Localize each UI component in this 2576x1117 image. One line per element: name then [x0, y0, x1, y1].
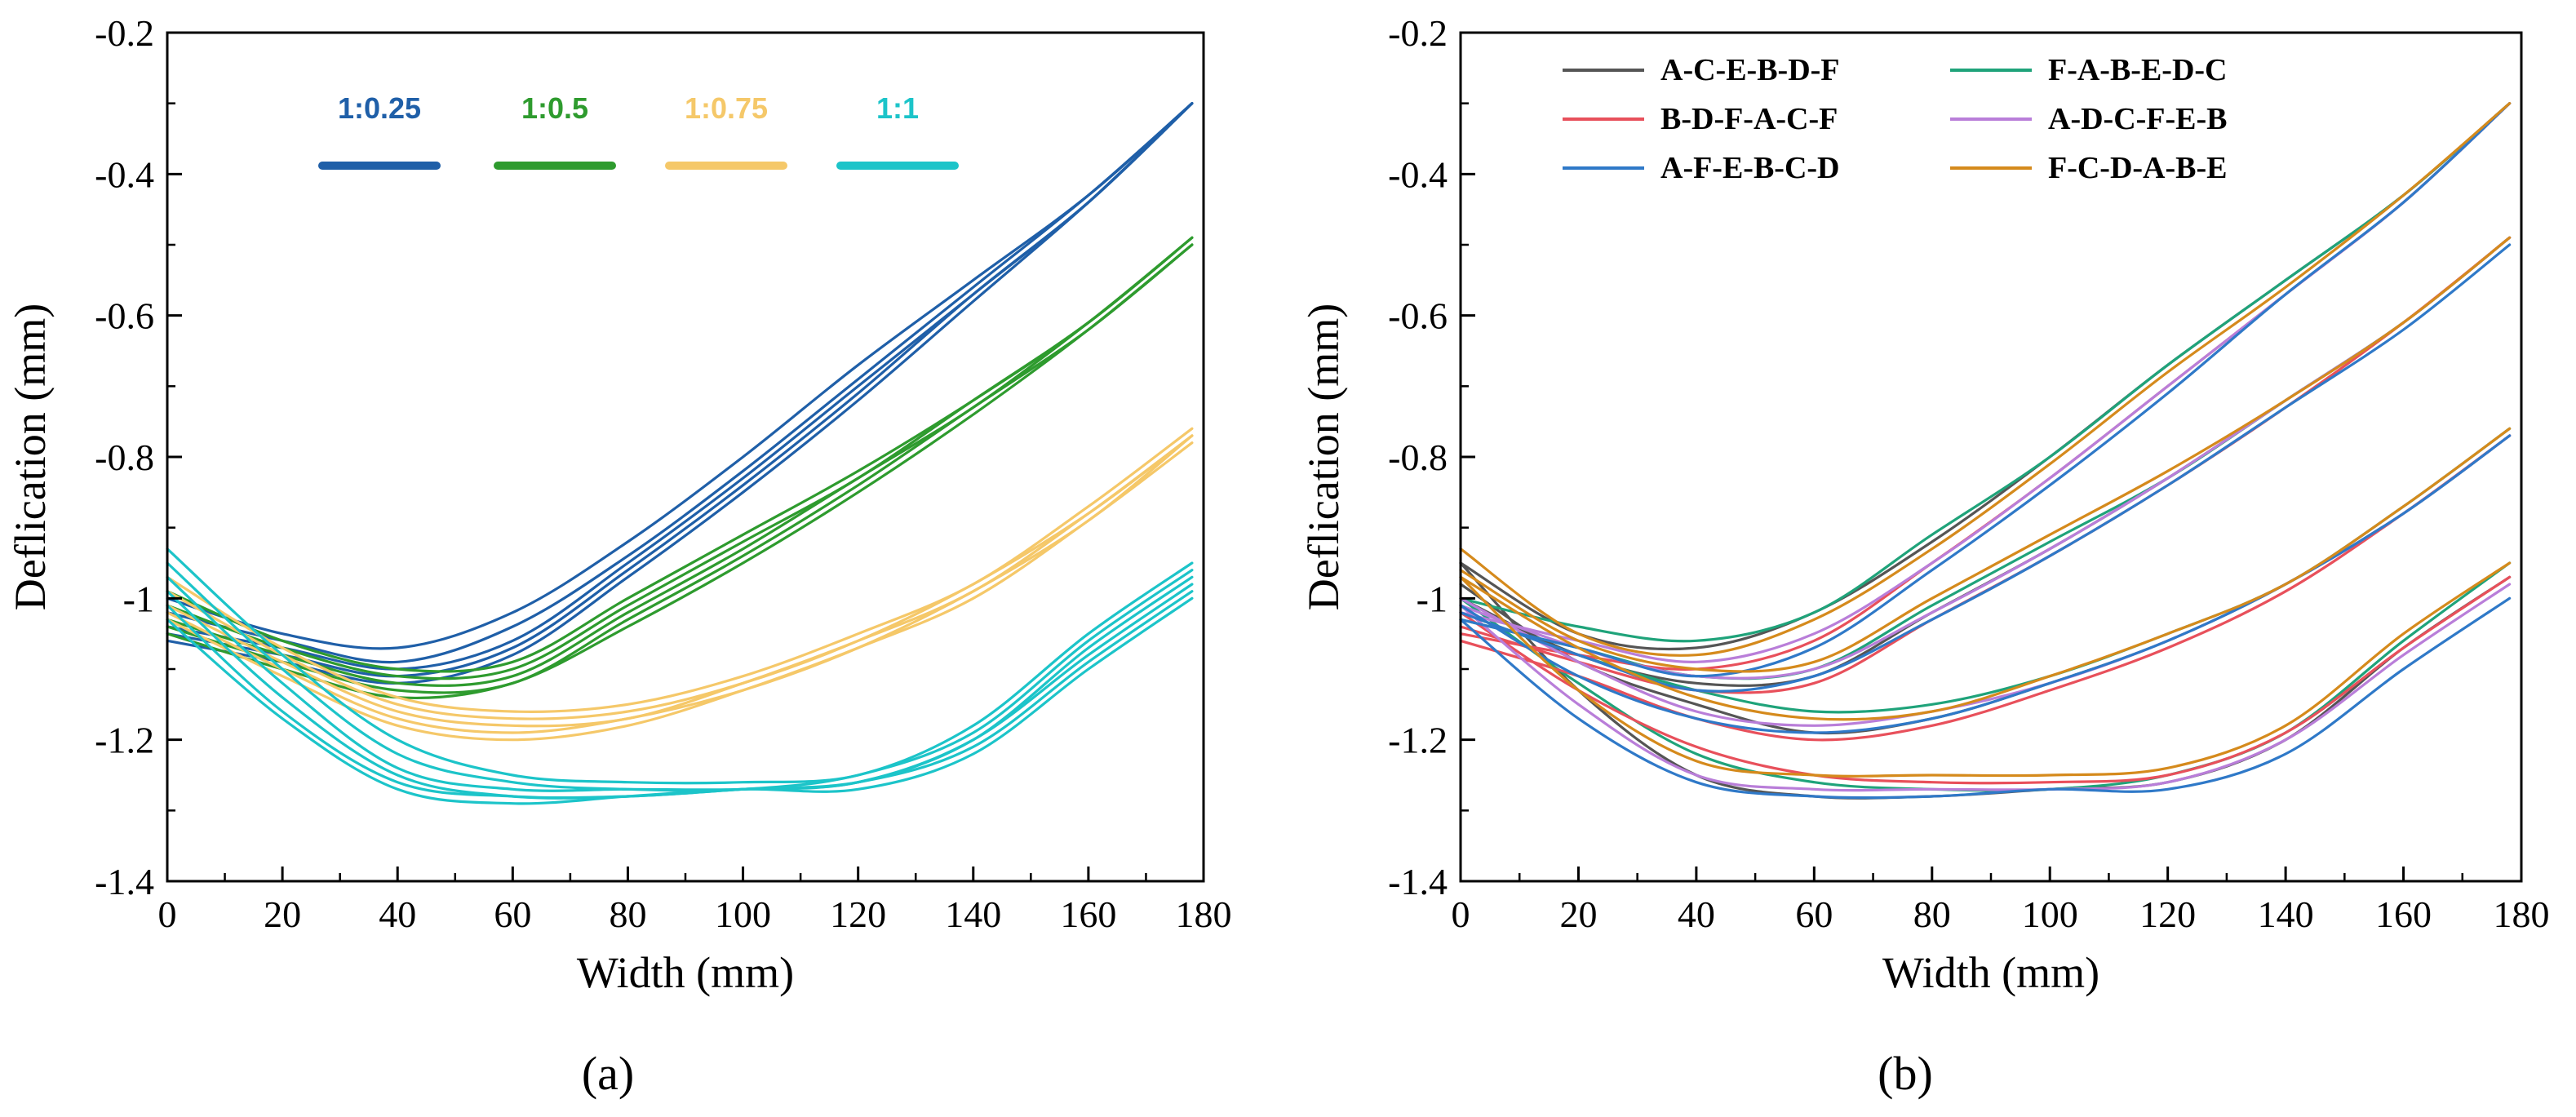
- chart-b-y-tick-label: -0.6: [1388, 295, 1448, 337]
- chart-a-curve-1:1-1: [166, 547, 1194, 785]
- chart-b-legend-label: F-C-D-A-B-E: [2048, 151, 2228, 185]
- chart-b-x-tick-label: 80: [1913, 893, 1951, 935]
- chart-a-series-1:0.5: [166, 236, 1194, 700]
- chart-a-x-tick-label: 120: [830, 893, 886, 935]
- chart-a-series-1:0.25: [166, 102, 1194, 685]
- chart-b-curve-F-C-D-A-B-E-4: [1459, 561, 2512, 778]
- panel-a-chart: 0 20 40 60 80 100 120 140 160 180 -1.4 -1.2 -1 -0.8 -0…: [6, 12, 1232, 997]
- chart-a-curve-1:0.75-5: [166, 441, 1194, 742]
- chart-a-curve-1:0.5-5: [166, 243, 1194, 700]
- chart-a-legend-label: 1:0.5: [521, 91, 588, 125]
- chart-b-legend-label: F-A-B-E-D-C: [2048, 53, 2228, 87]
- chart-a-y-tick-label: -1.4: [95, 861, 154, 902]
- chart-b-curve-F-C-D-A-B-E-1: [1459, 102, 2512, 657]
- chart-a-x-tick-label: 40: [379, 893, 416, 935]
- chart-b-legend-label: A-F-E-B-C-D: [1660, 151, 1840, 185]
- chart-b-x-tick-label: 100: [2022, 893, 2078, 935]
- chart-a-curve-1:0.25-4: [166, 102, 1194, 678]
- chart-a-y-tick-label: -0.8: [95, 437, 154, 478]
- chart-a-curve-1:0.25-5: [166, 102, 1194, 685]
- chart-b-curve-A-F-E-B-C-D-4: [1459, 596, 2512, 800]
- chart-a-curve-1:0.75-3: [166, 434, 1194, 728]
- chart-b-curve-A-F-E-B-C-D-1: [1459, 102, 2512, 678]
- chart-b-legend-label: A-D-C-F-E-B: [2048, 102, 2228, 136]
- chart-b-x-tick-label: 160: [2375, 893, 2432, 935]
- chart-a-series-1:0.75: [166, 427, 1194, 742]
- chart-a-legend-label: 1:0.25: [338, 91, 421, 125]
- chart-a-curve-1:0.75-2: [166, 434, 1194, 720]
- chart-a-y-tick-label: -0.6: [95, 295, 154, 337]
- chart-a-curve-1:1-6: [166, 596, 1194, 805]
- chart-b-legend-label: A-C-E-B-D-F: [1660, 53, 1840, 87]
- chart-b-x-tick-label: 140: [2258, 893, 2314, 935]
- chart-a-y-axis-title: Deflication (mm): [6, 304, 55, 610]
- chart-b-series-group: [1459, 102, 2512, 800]
- chart-b-curve-F-C-D-A-B-E-3: [1459, 427, 2512, 721]
- chart-a-curve-1:0.25-1: [166, 102, 1194, 650]
- panel-b-chart: 0 20 40 60 80 100 120 140 160 180 -1.4 -1.2 -1 -0.8 -0…: [1299, 12, 2550, 997]
- chart-a-legend: 1:0.25 1:0.5 1:0.75 1:1: [318, 91, 959, 170]
- chart-b-curve-F-C-D-A-B-E-2: [1459, 236, 2512, 673]
- chart-a-curve-1:0.5-3: [166, 236, 1194, 687]
- chart-b-legend-label: B-D-F-A-C-F: [1660, 102, 1838, 136]
- chart-b-y-tick-label: -1: [1417, 578, 1448, 619]
- chart-a-curve-1:0.5-2: [166, 236, 1194, 680]
- chart-a-x-tick-label: 180: [1176, 893, 1232, 935]
- chart-a-legend-label: 1:1: [876, 91, 919, 125]
- chart-a-y-tick-label: -0.4: [95, 153, 154, 195]
- chart-a-curve-1:1-3: [166, 575, 1194, 792]
- chart-b-curve-F-A-B-E-D-C-1: [1459, 102, 2512, 643]
- chart-a-x-tick-label: 60: [494, 893, 531, 935]
- chart-a-y-tick-label: -1: [123, 578, 154, 619]
- chart-b-series-F-C-D-A-B-E: [1459, 102, 2512, 778]
- chart-a-x-tick-label: 20: [264, 893, 301, 935]
- chart-b-x-tick-label: 20: [1559, 893, 1597, 935]
- chart-a-curve-1:0.25-2: [166, 102, 1194, 664]
- chart-a-x-tick-label: 100: [715, 893, 771, 935]
- chart-b-y-axis-title: Deflication (mm): [1299, 304, 1348, 610]
- chart-a-x-tick-label: 0: [158, 893, 177, 935]
- panel-a-label: (a): [582, 1047, 634, 1100]
- chart-a-curve-1:0.5-4: [166, 243, 1194, 694]
- chart-a-y-tick-label: -1.2: [95, 720, 154, 761]
- chart-b-x-tick-label: 120: [2139, 893, 2196, 935]
- chart-b-x-tick-label: 0: [1452, 893, 1470, 935]
- chart-a-series-group: [166, 102, 1194, 805]
- chart-b-y-tick-label: -1.4: [1388, 861, 1448, 902]
- chart-b-curve-B-D-F-A-C-F-4: [1459, 575, 2512, 785]
- chart-b-y-tick-label: -0.4: [1388, 153, 1448, 195]
- chart-b-x-tick-label: 60: [1795, 893, 1833, 935]
- chart-a-y-tick-label: -0.2: [95, 12, 154, 54]
- chart-b-x-tick-label: 40: [1678, 893, 1715, 935]
- chart-a-x-tick-label: 140: [945, 893, 1001, 935]
- chart-a-legend-label: 1:0.75: [685, 91, 768, 125]
- chart-a-curve-1:0.75-1: [166, 427, 1194, 713]
- chart-b-y-tick-label: -0.2: [1388, 12, 1448, 54]
- chart-a-series-1:1: [166, 547, 1194, 805]
- chart-b-curve-A-F-E-B-C-D-3: [1459, 434, 2512, 734]
- chart-a-x-tick-label: 80: [609, 893, 646, 935]
- chart-b-x-tick-label: 180: [2494, 893, 2550, 935]
- chart-a-curve-1:0.75-4: [166, 434, 1194, 734]
- panel-b-label: (b): [1878, 1047, 1933, 1100]
- chart-b-y-tick-label: -0.8: [1388, 437, 1448, 478]
- chart-b-curve-B-D-F-A-C-F-3: [1459, 434, 2512, 742]
- chart-b-y-tick-label: -1.2: [1388, 720, 1448, 761]
- chart-b-x-axis-title: Width (mm): [1882, 948, 2099, 997]
- chart-a-x-tick-label: 160: [1060, 893, 1116, 935]
- chart-b-curve-A-D-C-F-E-B-4: [1459, 583, 2512, 792]
- chart-a-x-axis-title: Width (mm): [577, 948, 794, 997]
- chart-b-legend: A-C-E-B-D-F F-A-B-E-D-C B-D-F-A-C-F A-D-C-F…: [1563, 53, 2228, 185]
